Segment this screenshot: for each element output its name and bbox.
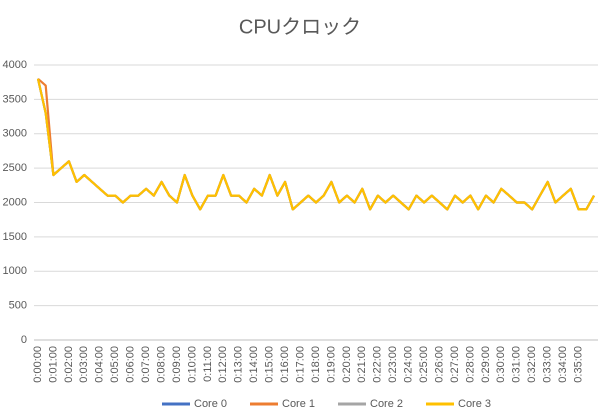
x-tick-label: 0:33:00	[542, 346, 554, 383]
x-tick-label: 0:31:00	[511, 346, 523, 383]
legend-label: Core 1	[282, 398, 315, 410]
x-tick-label: 0:03:00	[78, 346, 90, 383]
x-tick-label: 0:34:00	[557, 346, 569, 383]
chart-title: CPUクロック	[239, 15, 361, 38]
x-tick-label: 0:27:00	[449, 346, 461, 383]
x-tick-label: 0:11:00	[202, 346, 214, 382]
x-tick-label: 0:29:00	[480, 346, 492, 383]
x-tick-label: 0:00:00	[32, 346, 44, 383]
x-tick-label: 0:07:00	[140, 346, 152, 383]
x-tick-label: 0:14:00	[248, 346, 260, 383]
x-tick-label: 0:08:00	[155, 346, 167, 383]
y-tick-label: 0	[21, 334, 27, 346]
x-tick-label: 0:30:00	[495, 346, 507, 383]
y-tick-label: 1000	[3, 265, 27, 277]
legend-label: Core 0	[194, 398, 227, 410]
x-tick-label: 0:23:00	[387, 346, 399, 383]
x-tick-label: 0:18:00	[310, 346, 322, 383]
x-tick-label: 0:35:00	[572, 346, 584, 383]
x-tick-label: 0:24:00	[403, 346, 415, 383]
legend-label: Core 2	[370, 398, 403, 410]
x-tick-label: 0:22:00	[372, 346, 384, 383]
x-tick-label: 0:21:00	[356, 346, 368, 383]
x-tick-label: 0:02:00	[63, 346, 75, 383]
x-tick-label: 0:12:00	[217, 346, 229, 383]
x-tick-label: 0:20:00	[341, 346, 353, 383]
y-tick-label: 2500	[3, 162, 27, 174]
x-tick-label: 0:04:00	[94, 346, 106, 383]
x-tick-label: 0:28:00	[464, 346, 476, 383]
y-tick-label: 3000	[3, 128, 27, 140]
x-tick-label: 0:26:00	[433, 346, 445, 383]
x-tick-label: 0:06:00	[125, 346, 137, 383]
series-line	[36, 78, 595, 211]
x-tick-label: 0:01:00	[47, 346, 59, 383]
x-tick-label: 0:05:00	[109, 346, 121, 383]
y-tick-label: 4000	[3, 59, 27, 71]
x-tick-label: 0:16:00	[279, 346, 291, 383]
x-tick-label: 0:32:00	[526, 346, 538, 383]
series-line	[37, 77, 595, 211]
x-tick-label: 0:25:00	[418, 346, 430, 383]
legend-label: Core 3	[458, 398, 491, 410]
y-tick-label: 500	[9, 300, 27, 312]
y-tick-label: 1500	[3, 231, 27, 243]
series-line	[36, 78, 595, 211]
x-tick-label: 0:15:00	[264, 346, 276, 383]
series-line	[36, 78, 595, 211]
x-tick-label: 0:13:00	[233, 346, 245, 383]
x-tick-label: 0:17:00	[294, 346, 306, 383]
x-tick-label: 0:10:00	[186, 346, 198, 383]
y-tick-label: 2000	[3, 196, 27, 208]
y-tick-label: 3500	[3, 93, 27, 105]
x-tick-label: 0:19:00	[325, 346, 337, 383]
x-tick-label: 0:09:00	[171, 346, 183, 383]
